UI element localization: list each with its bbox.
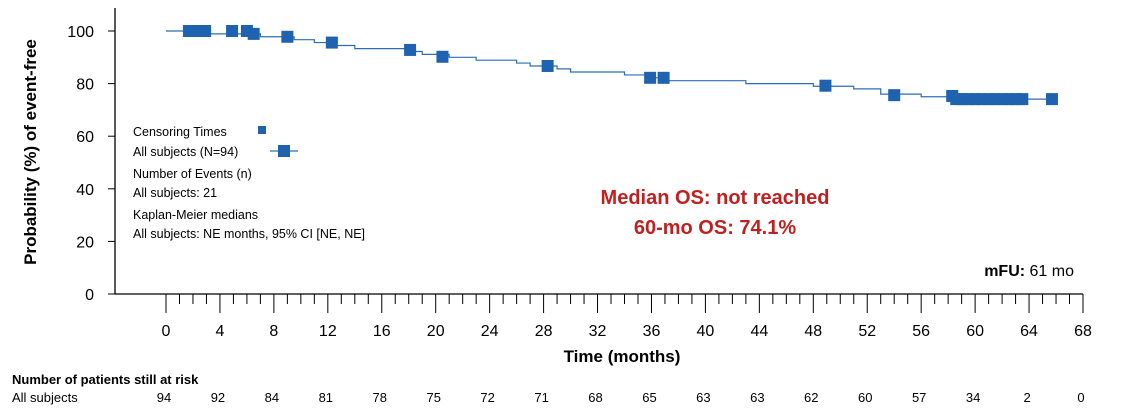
censor-mark	[888, 89, 901, 102]
x-tick-label: 44	[750, 323, 768, 340]
x-tick-label: 16	[373, 323, 391, 340]
risk-table-value: 63	[750, 390, 764, 405]
censor-mark	[1045, 93, 1058, 106]
censor-mark	[436, 50, 449, 63]
legend-events-value: All subjects: 21	[133, 186, 217, 200]
censor-mark	[281, 30, 294, 43]
y-tick-label: 40	[76, 182, 94, 199]
censor-mark	[644, 71, 657, 84]
legend-series-label: All subjects (N=94)	[133, 145, 238, 159]
y-tick-label: 100	[67, 24, 94, 41]
x-tick-label: 52	[858, 323, 876, 340]
x-tick-label: 64	[1020, 323, 1038, 340]
y-tick-label: 0	[85, 287, 94, 304]
km-step-line	[166, 30, 1057, 100]
risk-table-value: 75	[426, 390, 440, 405]
x-tick-label: 68	[1074, 323, 1092, 340]
axes	[114, 8, 1083, 295]
mfu-annotation: mFU: 61 mo	[984, 263, 1074, 280]
x-tick-label: 32	[589, 323, 607, 340]
os60-annotation: 60-mo OS: 74.1%	[634, 217, 797, 239]
risk-table-value: 2	[1023, 390, 1030, 405]
risk-table-value: 72	[480, 390, 494, 405]
censor-mark	[199, 25, 212, 37]
risk-table-value: 57	[912, 390, 926, 405]
censor-mark	[404, 43, 417, 56]
censor-mark	[657, 71, 670, 84]
risk-table-value: 68	[588, 390, 602, 405]
y-tick-label: 80	[76, 77, 94, 94]
risk-table-value: 65	[642, 390, 656, 405]
risk-table-value: 0	[1077, 390, 1084, 405]
x-tick-label: 60	[966, 323, 984, 340]
risk-table-title: Number of patients still at risk	[12, 372, 199, 387]
legend-km-value: All subjects: NE months, 95% CI [NE, NE]	[133, 227, 365, 241]
censor-mark	[541, 59, 554, 72]
x-tick-label: 24	[481, 323, 499, 340]
y-tick-label: 60	[76, 129, 94, 146]
legend-km-title: Kaplan-Meier medians	[133, 208, 258, 222]
legend-events-title: Number of Events (n)	[133, 167, 252, 181]
mfu-label: mFU:	[984, 263, 1025, 280]
km-series	[166, 30, 1057, 100]
censor-mark	[819, 79, 832, 92]
legend-censor-icon	[258, 126, 266, 134]
risk-table-value: 63	[696, 390, 710, 405]
x-tick-label: 56	[912, 323, 930, 340]
censor-marks	[182, 25, 1058, 106]
risk-table-value: 81	[319, 390, 333, 405]
x-tick-label: 20	[427, 323, 445, 340]
median-os-annotation: Median OS: not reached	[601, 187, 830, 209]
x-tick-label: 36	[643, 323, 661, 340]
censor-mark	[226, 25, 239, 37]
x-tick-label: 0	[162, 323, 171, 340]
x-tick-label: 40	[697, 323, 715, 340]
risk-table-value: 84	[265, 390, 279, 405]
mfu-value: 61 mo	[1025, 263, 1074, 280]
risk-table-value: 94	[157, 390, 171, 405]
censor-mark	[325, 36, 338, 49]
risk-table-row-label: All subjects	[12, 390, 78, 405]
risk-table-value: 92	[211, 390, 225, 405]
legend-censor-label: Censoring Times	[133, 125, 227, 139]
risk-table-value: 78	[373, 390, 387, 405]
x-tick-label: 12	[319, 323, 337, 340]
x-tick-label: 48	[804, 323, 822, 340]
risk-table-value: 62	[804, 390, 818, 405]
x-axis-label: Time (months)	[564, 347, 681, 366]
risk-table-value: 34	[966, 390, 980, 405]
censor-mark	[247, 27, 260, 40]
censor-mark	[1016, 93, 1029, 106]
x-tick-label: 8	[269, 323, 278, 340]
x-tick-label: 28	[535, 323, 553, 340]
risk-table-value: 71	[534, 390, 548, 405]
y-tick-label: 20	[76, 234, 94, 251]
risk-table-values: 94 92 84 81 78 75 72 71 68 65 63 63 62 60 57 34 2 0	[157, 390, 1085, 405]
legend-series-marker	[278, 145, 290, 157]
y-axis-label: Probability (%) of event-free	[21, 39, 40, 265]
legend: Censoring Times All subjects (N=94) Numb…	[133, 125, 365, 241]
risk-table-value: 60	[858, 390, 872, 405]
x-tick-label: 4	[215, 323, 224, 340]
